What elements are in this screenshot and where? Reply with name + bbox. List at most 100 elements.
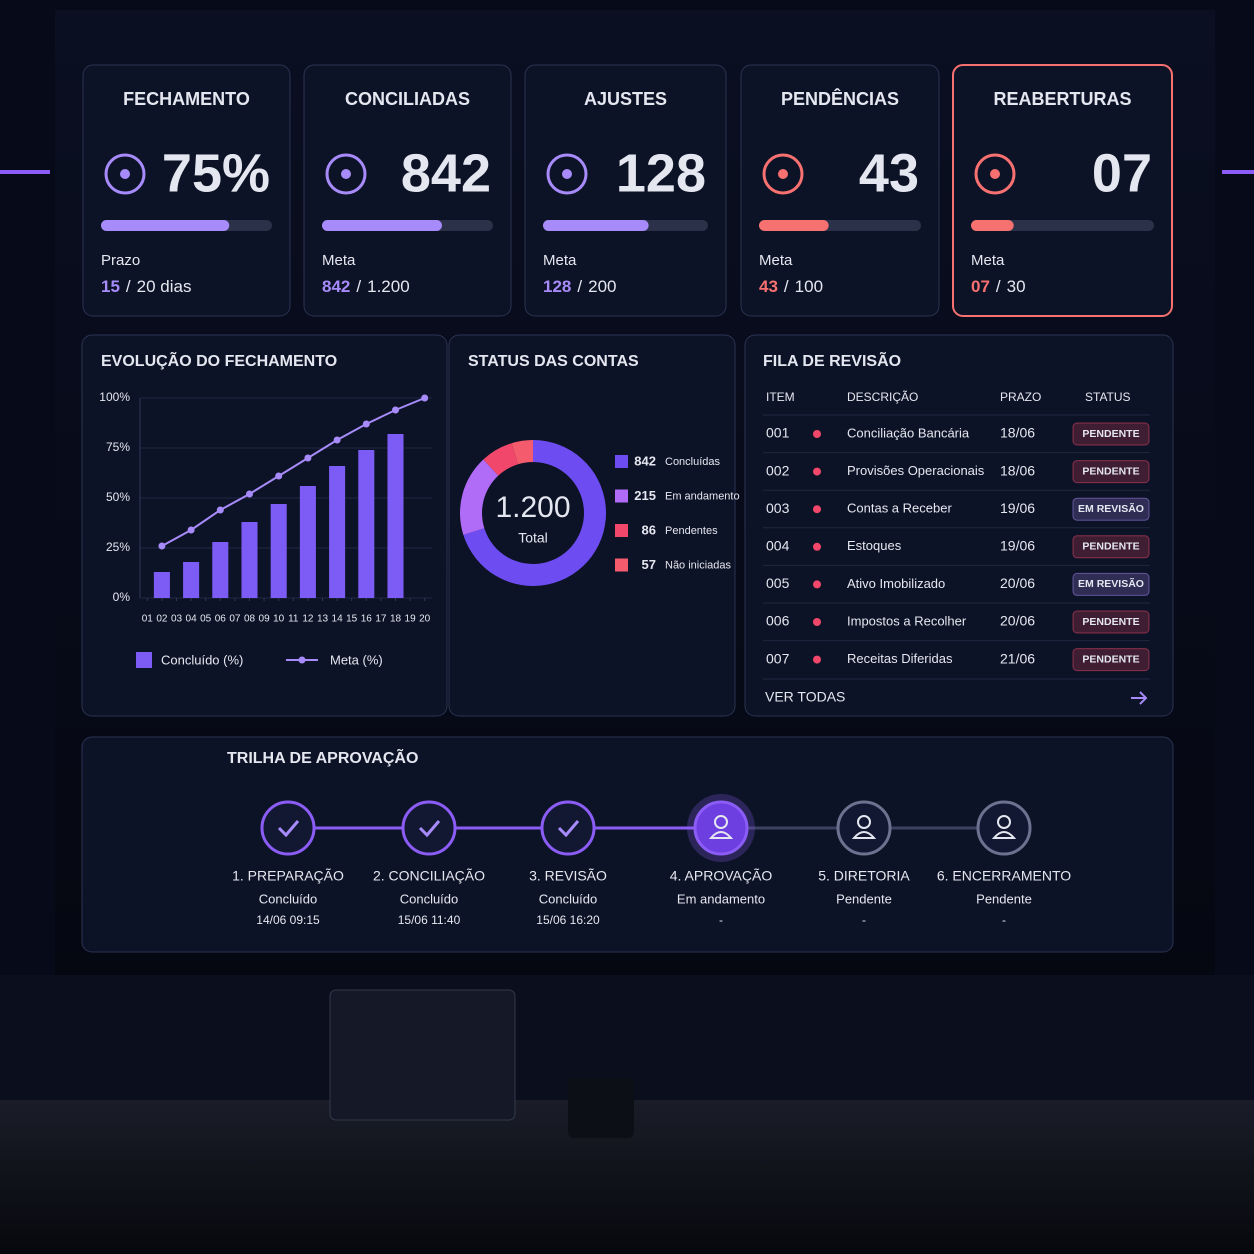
item-due: 21/06	[1000, 650, 1035, 666]
card-progress: 842 / 1.200	[322, 277, 410, 296]
step-name: 4. APROVAÇÃO	[670, 868, 773, 884]
step-time: 14/06 09:15	[256, 913, 320, 927]
card-icon	[546, 153, 588, 195]
item-description: Provisões Operacionais	[847, 463, 985, 478]
status-label: EM REVISÃO	[1078, 577, 1144, 590]
user-icon	[708, 831, 734, 839]
step-node	[401, 800, 457, 856]
arrow-icon	[1131, 691, 1148, 705]
item-due: 20/06	[1000, 613, 1035, 629]
accent-light	[1222, 170, 1254, 174]
status-label: EM REVISÃO	[1078, 502, 1144, 515]
x-tick-label: 18	[390, 614, 402, 625]
donut-segment	[483, 443, 519, 476]
card-caption: Meta	[759, 252, 793, 269]
panel	[740, 64, 940, 317]
item-description: Impostos a Recolher	[847, 613, 967, 628]
donut-center-label: Total	[518, 530, 548, 546]
progress-separator: /	[126, 277, 131, 296]
status-dot	[813, 655, 821, 664]
x-tick-label: 06	[215, 614, 227, 625]
progress-target: 200	[588, 277, 616, 296]
x-tick-label: 13	[317, 614, 329, 625]
line-point	[304, 454, 312, 462]
legend-label: Meta (%)	[330, 652, 383, 667]
card-headline: 75%	[162, 143, 270, 203]
bar	[299, 486, 316, 598]
laptop	[329, 989, 516, 1121]
status-badge	[1072, 572, 1150, 596]
donut-segment	[511, 440, 533, 465]
card-progress: 15 / 20 dias	[101, 277, 191, 296]
step-time: -	[862, 913, 866, 927]
legend-label: Concluído (%)	[161, 652, 243, 667]
donut-segment	[463, 440, 607, 586]
card-icon-dot	[990, 169, 1000, 179]
x-tick-label: 12	[302, 614, 314, 625]
step-name: 5. DIRETORIA	[818, 868, 910, 884]
view-all-link[interactable]: VER TODAS	[765, 689, 845, 705]
item-id: 006	[766, 613, 790, 629]
step-node	[540, 800, 596, 856]
progress-current: 128	[543, 277, 571, 296]
card-title: CONCILIADAS	[345, 89, 470, 109]
progress-target: 30	[1007, 277, 1026, 296]
card-icon-dot	[562, 169, 572, 179]
x-tick-label: 16	[361, 614, 373, 625]
step-status: Pendente	[976, 891, 1032, 906]
item-id: 003	[766, 500, 790, 516]
status-dot	[813, 430, 821, 438]
status-dot	[813, 505, 821, 514]
check-icon	[418, 820, 441, 838]
legend-value: 57	[642, 557, 656, 572]
x-tick-label: 02	[156, 614, 168, 625]
step-time: 15/06 11:40	[398, 913, 461, 927]
x-tick-label: 09	[259, 614, 271, 625]
progress-track	[971, 220, 1154, 231]
bar	[241, 522, 258, 598]
card-progress: 43 / 100	[759, 277, 823, 296]
check-icon	[277, 820, 300, 838]
status-dot	[813, 618, 821, 626]
card-title: REABERTURAS	[993, 89, 1131, 109]
step-name: 3. REVISÃO	[529, 868, 607, 884]
bar	[183, 562, 200, 598]
line	[161, 397, 426, 547]
card-icon-dot	[778, 169, 788, 179]
panel-title: FILA DE REVISÃO	[763, 350, 901, 370]
card-progress: 07 / 30	[971, 277, 1026, 296]
card-icon-dot	[341, 169, 351, 179]
line-point	[275, 472, 283, 480]
accent-light	[0, 170, 50, 174]
status-badge	[1072, 610, 1150, 634]
progress-bar	[971, 220, 1014, 231]
card-caption: Meta	[322, 252, 356, 269]
card-icon	[762, 153, 804, 195]
item-description: Conciliação Bancária	[847, 425, 970, 440]
item-description: Receitas Diferidas	[847, 651, 953, 666]
status-badge	[1072, 648, 1150, 672]
bar	[387, 434, 404, 598]
bar	[270, 504, 287, 598]
y-tick-label: 100%	[99, 390, 130, 404]
bar	[358, 450, 375, 598]
status-label: PENDENTE	[1082, 465, 1139, 477]
item-due: 18/06	[1000, 462, 1035, 478]
step-time: 15/06 16:20	[536, 913, 600, 927]
user-icon	[991, 831, 1017, 839]
status-dot	[813, 542, 821, 551]
legend-swatch-dot	[298, 656, 306, 664]
step-node	[260, 800, 316, 856]
item-id: 001	[766, 425, 790, 441]
line-point	[187, 526, 195, 534]
item-due: 19/06	[1000, 500, 1035, 516]
legend-value: 86	[642, 522, 656, 537]
legend-swatch	[615, 489, 628, 503]
user-icon	[997, 815, 1011, 829]
progress-target: 100	[795, 277, 823, 296]
item-id: 007	[766, 650, 790, 666]
step-name: 1. PREPARAÇÃO	[232, 868, 344, 884]
card-headline: 842	[401, 143, 491, 203]
